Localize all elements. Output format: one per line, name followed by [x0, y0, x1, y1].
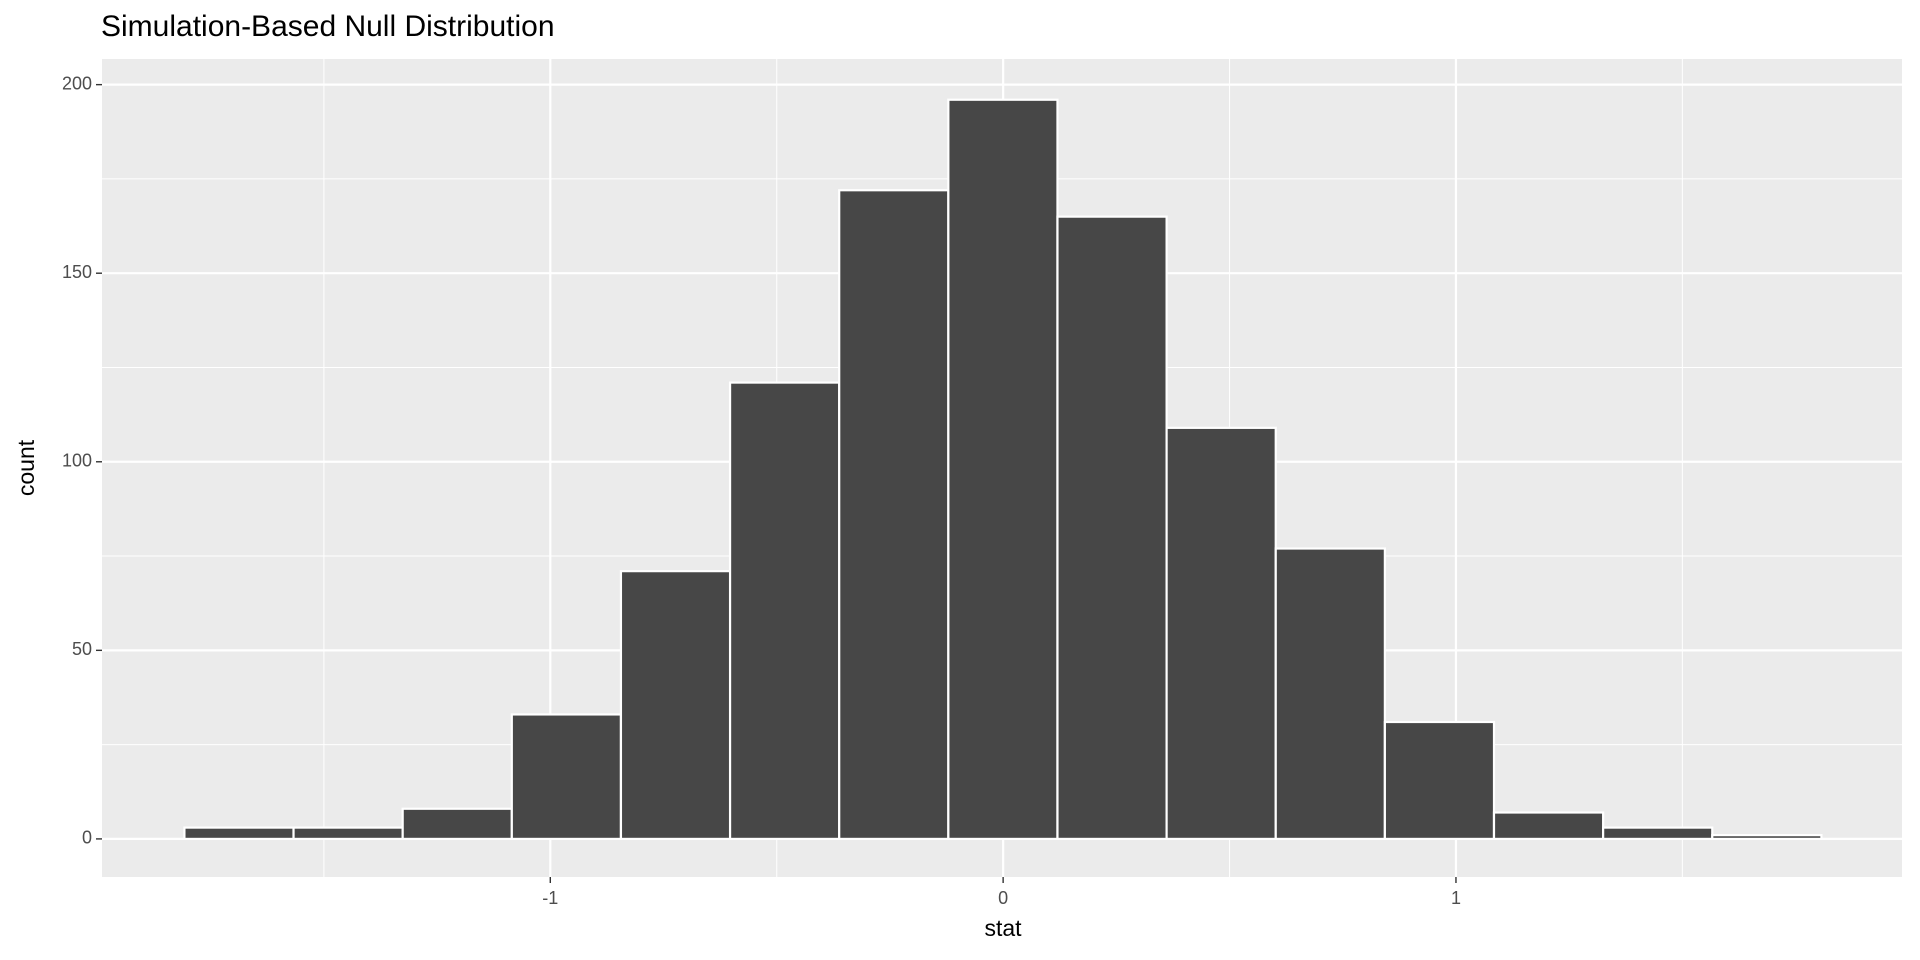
bar [1711, 834, 1823, 841]
x-tick-label: -1 [542, 888, 558, 908]
chart-title: Simulation-Based Null Distribution [101, 10, 555, 43]
bar [838, 189, 950, 841]
bar [183, 826, 295, 841]
y-tick-label: 50 [72, 639, 92, 659]
bar [510, 713, 623, 841]
y-axis-label: count [13, 439, 39, 496]
bar [1274, 547, 1386, 841]
x-tick-label: 0 [998, 888, 1008, 908]
y-tick-label: 150 [62, 262, 92, 282]
bar [619, 570, 732, 841]
bar [728, 381, 841, 841]
bar [1602, 826, 1714, 841]
bar [1056, 215, 1168, 841]
bar [1383, 720, 1496, 841]
bar [401, 807, 513, 841]
bar [947, 98, 1059, 841]
x-axis-label: stat [984, 915, 1022, 941]
bar [292, 826, 404, 841]
y-tick-label: 100 [62, 451, 92, 471]
bar [1165, 426, 1277, 841]
bar [1492, 811, 1605, 841]
x-tick-label: 1 [1451, 888, 1461, 908]
y-tick-label: 200 [62, 73, 92, 93]
y-tick-label: 0 [82, 828, 92, 848]
